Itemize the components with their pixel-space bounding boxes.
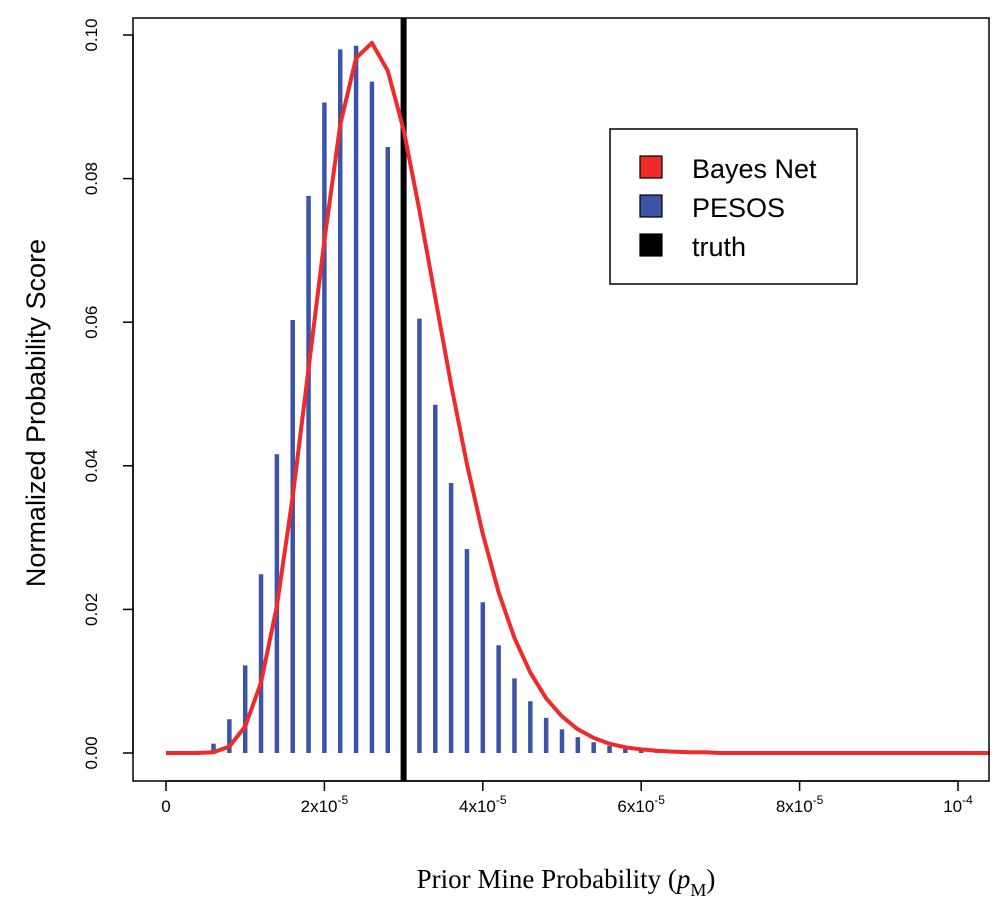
y-tick-label: 0.06 [82,306,101,339]
x-tick-label: 4x10-5 [459,793,507,816]
legend-label-pesos: PESOS [692,193,785,223]
legend-label-truth: truth [692,232,746,262]
legend-swatch-bayes-net [639,155,663,179]
legend-swatch-pesos [639,194,663,218]
y-axis: 0.00 0.02 0.04 0.06 0.08 0.10 [82,18,134,770]
x-axis-title: Prior Mine Probability (pM) [417,864,716,900]
y-tick-label: 0.04 [82,449,101,482]
x-tick-label: 2x10-5 [301,793,349,816]
bayes-net-line [166,40,990,755]
y-tick-label: 0.02 [82,593,101,626]
x-tick-label: 10-4 [943,793,973,816]
legend: Bayes Net PESOS truth [609,128,858,285]
x-tick-label: 8x10-5 [776,793,824,816]
legend-label-bayes-net: Bayes Net [692,154,817,184]
x-tick-label: 6x10-5 [617,793,665,816]
y-tick-label: 0.00 [82,736,101,769]
legend-swatch-truth [639,233,663,257]
y-tick-label: 0.08 [82,162,101,195]
y-axis-title: Normalized Probability Score [21,239,51,587]
pesos-bars [195,45,691,753]
x-axis: 0 2x10-5 4x10-5 6x10-5 8x10-5 10-4 [161,780,973,816]
x-tick-label: 0 [161,797,170,816]
y-tick-label: 0.10 [82,18,101,51]
